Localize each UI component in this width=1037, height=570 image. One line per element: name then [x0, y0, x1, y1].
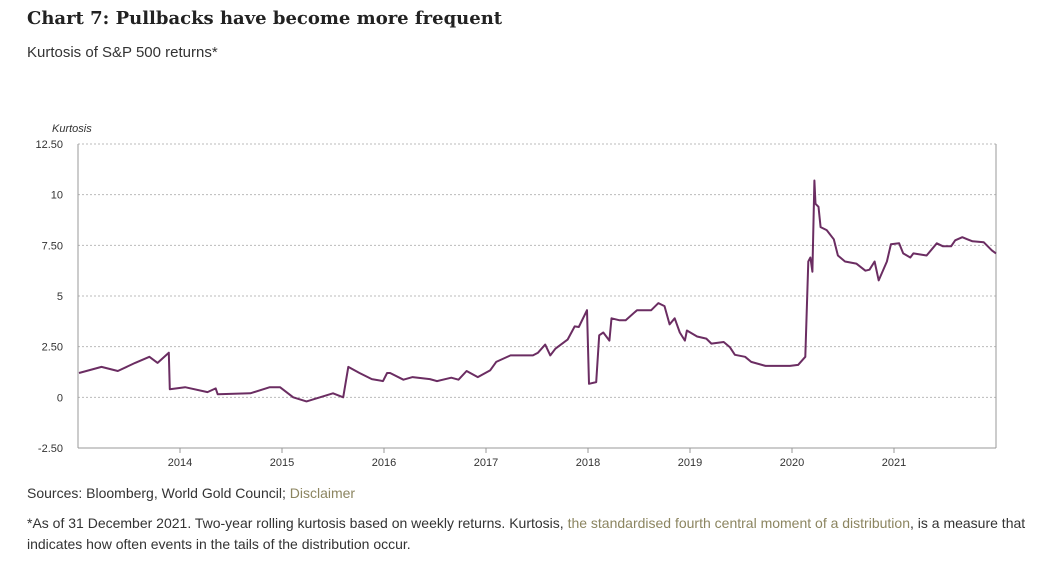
y-tick-label: 12.50	[35, 139, 63, 151]
y-tick-label: 5	[57, 291, 63, 303]
x-tick-label: 2021	[882, 457, 906, 469]
sources-text: Sources: Bloomberg, World Gold Council;	[27, 485, 290, 501]
x-tick-label: 2015	[270, 457, 294, 469]
y-tick-label: -2.50	[38, 443, 63, 455]
x-tick-label: 2017	[474, 457, 498, 469]
x-tick-label: 2020	[780, 457, 804, 469]
y-tick-label: 7.50	[42, 240, 63, 252]
kurtosis-line-chart: Kurtosis 12.50 10 7.50 5 2.50 0 -2.50 2014 2015…	[35, 123, 997, 469]
x-tick-label: 2014	[168, 457, 192, 469]
y-axis-label: Kurtosis	[52, 123, 92, 135]
chart-title: Chart 7: Pullbacks have become more freq…	[27, 8, 503, 29]
kurtosis-series-line	[78, 179, 997, 403]
x-tick-label: 2016	[372, 457, 396, 469]
sources: Sources: Bloomberg, World Gold Council; …	[27, 485, 355, 501]
x-tick-label: 2019	[678, 457, 702, 469]
y-tick-label: 0	[57, 392, 63, 404]
disclaimer-link[interactable]: Disclaimer	[289, 485, 356, 501]
x-tick-label: 2018	[576, 457, 600, 469]
chart-subtitle: Kurtosis of S&P 500 returns*	[27, 44, 218, 61]
footnote-text-end: , is a measure that indicates how often …	[27, 515, 1026, 552]
y-tick-label: 10	[51, 190, 63, 202]
footnote: *As of 31 December 2021. Two-year rollin…	[27, 513, 1027, 555]
kurtosis-definition-link[interactable]: the standardised fourth central moment o…	[567, 515, 910, 531]
y-tick-label: 2.50	[42, 342, 63, 354]
footnote-text: *As of 31 December 2021. Two-year rollin…	[27, 515, 568, 531]
